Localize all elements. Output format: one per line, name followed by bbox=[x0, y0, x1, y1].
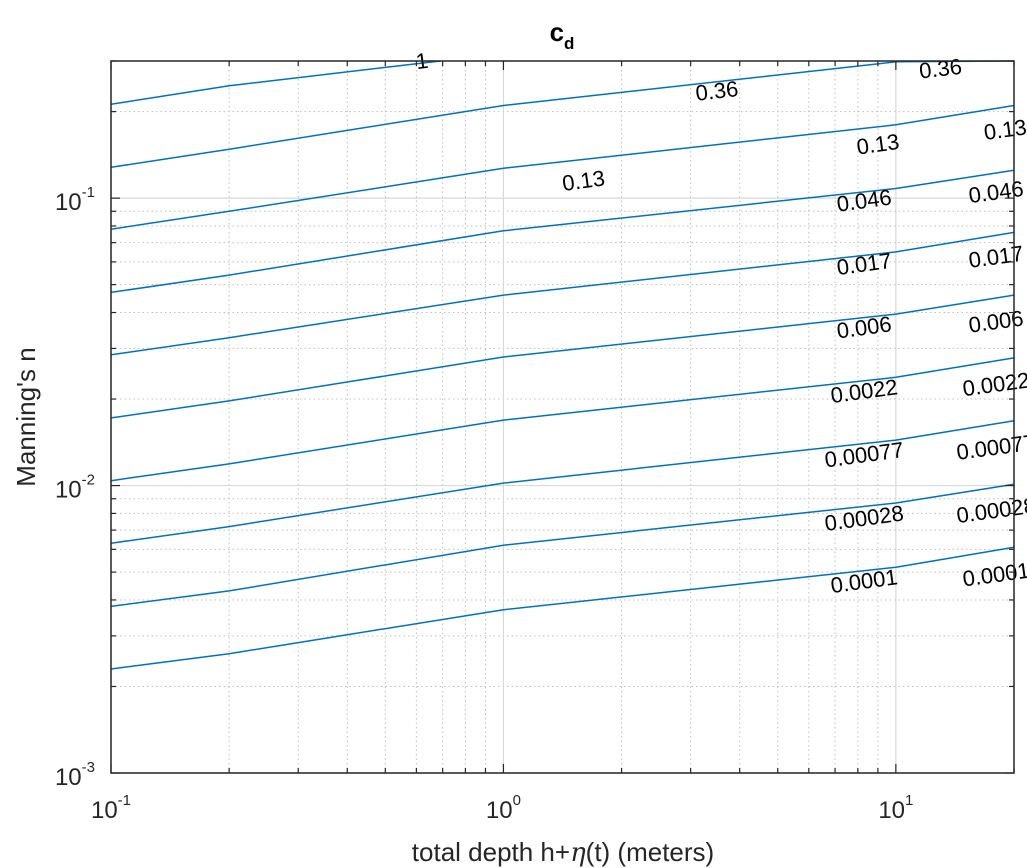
y-tick-label-exponent: -2 bbox=[82, 472, 95, 489]
x-tick-label-exponent: 0 bbox=[513, 792, 521, 809]
y-tick-labels: 10-310-210-1 bbox=[55, 184, 95, 791]
plot-area-border bbox=[110, 60, 1015, 774]
contour-label: 0.36 bbox=[694, 76, 739, 106]
x-tick-label: 100 bbox=[486, 792, 521, 824]
x-axis-label: total depth h+η(t) (meters) bbox=[412, 837, 714, 868]
contour-line bbox=[110, 169, 1015, 294]
y-tick-label-exponent: -3 bbox=[82, 759, 95, 776]
contour-line bbox=[110, 420, 1015, 544]
y-tick-label: 10-1 bbox=[55, 184, 95, 216]
x-tick-label: 101 bbox=[878, 792, 913, 824]
contour-line bbox=[110, 104, 1015, 230]
contour-label: 0.36 bbox=[918, 54, 963, 84]
y-tick-label-exponent: -1 bbox=[82, 184, 95, 201]
contour-lines bbox=[110, 60, 1015, 670]
x-axis-label-suffix: (t) (meters) bbox=[586, 837, 715, 867]
contour-line bbox=[110, 357, 1015, 482]
minor-grid bbox=[111, 60, 1015, 773]
y-tick-label-base: 10 bbox=[55, 764, 82, 791]
contour-line bbox=[110, 546, 1015, 670]
plot-area-background bbox=[111, 61, 1014, 773]
x-tick-labels: 10-1 100 101 bbox=[91, 792, 913, 824]
x-tick-label-exponent: 1 bbox=[905, 792, 913, 809]
y-axis-label: Manning's n bbox=[11, 347, 41, 486]
x-tick-label-base: 10 bbox=[486, 797, 513, 824]
contour-line bbox=[110, 231, 1015, 356]
chart-title: cd bbox=[550, 17, 575, 53]
chart-title-subscript: d bbox=[564, 34, 574, 53]
chart-title-main: c bbox=[550, 17, 564, 47]
y-tick-label: 10-2 bbox=[55, 472, 95, 504]
contour-label: 0.13 bbox=[855, 129, 901, 160]
x-axis-label-symbol: η bbox=[570, 838, 586, 868]
y-tick-label: 10-3 bbox=[55, 759, 95, 791]
axis-ticks bbox=[110, 60, 1015, 774]
x-tick-label: 10-1 bbox=[91, 792, 131, 824]
contour-label: 0.13 bbox=[982, 114, 1027, 145]
contour-line bbox=[110, 294, 1015, 419]
contour-label: 0.13 bbox=[561, 165, 607, 196]
x-axis-label-prefix: total depth h+ bbox=[412, 837, 570, 867]
x-tick-label-base: 10 bbox=[91, 797, 118, 824]
contour-line bbox=[110, 60, 441, 106]
contour-line bbox=[110, 483, 1015, 608]
x-tick-label-exponent: -1 bbox=[118, 792, 131, 809]
y-tick-label-base: 10 bbox=[55, 189, 82, 216]
x-tick-label-base: 10 bbox=[878, 797, 905, 824]
y-tick-label-base: 10 bbox=[55, 477, 82, 504]
